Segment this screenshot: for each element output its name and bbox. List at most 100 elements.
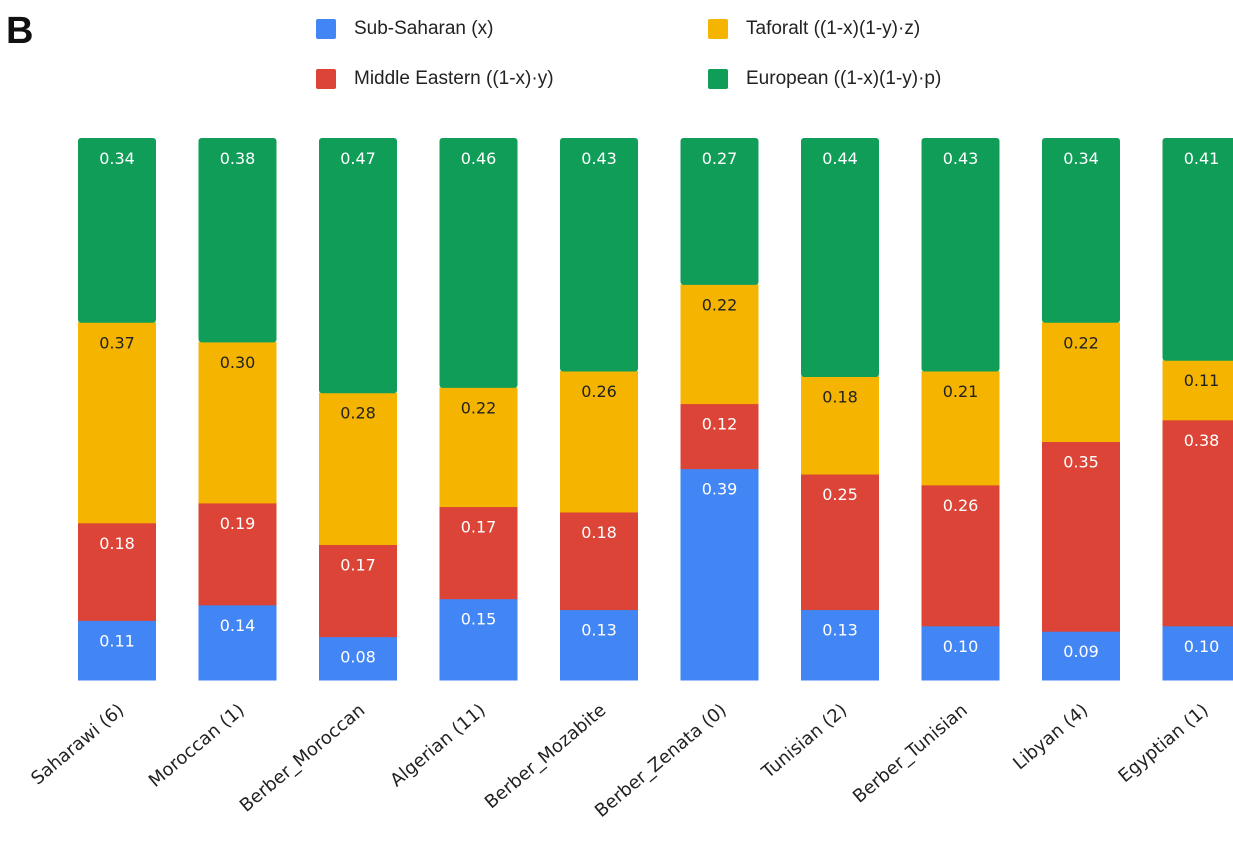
data-label-taforalt-1-x-1-y-z-berber-mozabite: 0.26 bbox=[581, 382, 617, 401]
bar-segment-european-1-x-1-y-p-tunisian-2 bbox=[801, 138, 879, 377]
bar-segment-middle-eastern-1-x-y-egyptian-1 bbox=[1162, 419, 1233, 627]
bar-segment-taforalt-1-x-1-y-z-moroccan-1 bbox=[198, 341, 277, 504]
data-label-taforalt-1-x-1-y-z-saharawi-6: 0.37 bbox=[99, 333, 135, 352]
bar-segment-european-1-x-1-y-p-berber-tunisian bbox=[921, 138, 1000, 372]
bar-segment-sub-saharan-x-moroccan-1 bbox=[198, 604, 277, 681]
data-label-middle-eastern-1-x-y-algerian-11: 0.17 bbox=[461, 518, 497, 537]
data-label-sub-saharan-x-moroccan-1: 0.14 bbox=[220, 616, 256, 635]
data-label-sub-saharan-x-berber-zenata-0: 0.39 bbox=[702, 480, 738, 499]
bar-segment-sub-saharan-x-egyptian-1 bbox=[1162, 625, 1233, 681]
data-label-taforalt-1-x-1-y-z-libyan-4: 0.22 bbox=[1063, 333, 1099, 352]
bar-segment-european-1-x-1-y-p-saharawi-6 bbox=[78, 138, 156, 323]
data-label-sub-saharan-x-tunisian-2: 0.13 bbox=[822, 621, 858, 640]
panel-label: B bbox=[6, 10, 34, 52]
bar-segment-taforalt-1-x-1-y-z-berber-zenata-0 bbox=[680, 284, 759, 405]
legend-swatch-middle-eastern bbox=[316, 69, 336, 89]
data-label-european-1-x-1-y-p-berber-tunisian: 0.43 bbox=[943, 149, 979, 168]
bar-segment-middle-eastern-1-x-y-libyan-4 bbox=[1042, 441, 1120, 632]
bar-segment-taforalt-1-x-1-y-z-libyan-4 bbox=[1042, 322, 1120, 443]
bar-segment-european-1-x-1-y-p-algerian-11 bbox=[439, 138, 518, 388]
bar-segment-european-1-x-1-y-p-berber-mozabite bbox=[560, 138, 638, 372]
x-tick-label-berber-zenata-0: Berber_Zenata (0) bbox=[591, 700, 731, 822]
data-label-sub-saharan-x-egyptian-1: 0.10 bbox=[1184, 637, 1220, 656]
bar-segment-sub-saharan-x-berber-zenata-0 bbox=[680, 468, 759, 681]
bar-segment-european-1-x-1-y-p-berber-zenata-0 bbox=[680, 138, 759, 285]
data-label-middle-eastern-1-x-y-egyptian-1: 0.38 bbox=[1184, 431, 1220, 450]
bar-segment-sub-saharan-x-berber-mozabite bbox=[560, 609, 638, 681]
x-tick-label-libyan-4: Libyan (4) bbox=[1009, 700, 1092, 774]
data-label-middle-eastern-1-x-y-berber-moroccan: 0.17 bbox=[340, 556, 376, 575]
x-tick-label-moroccan-1: Moroccan (1) bbox=[145, 700, 249, 792]
bar-segment-taforalt-1-x-1-y-z-algerian-11 bbox=[439, 387, 518, 508]
bar-segment-sub-saharan-x-berber-tunisian bbox=[921, 625, 1000, 681]
legend-item-european: European ((1-x)(1-y)·p) bbox=[708, 66, 941, 92]
data-label-sub-saharan-x-algerian-11: 0.15 bbox=[461, 610, 497, 629]
bar-stack-berber-tunisian: 0.10 0.26 0.21 0.43 bbox=[921, 138, 1000, 681]
x-tick-label-algerian-11: Algerian (11) bbox=[386, 700, 489, 792]
legend-swatch-taforalt bbox=[708, 19, 728, 39]
data-label-middle-eastern-1-x-y-moroccan-1: 0.19 bbox=[220, 514, 256, 533]
bar-segment-taforalt-1-x-1-y-z-egyptian-1 bbox=[1162, 360, 1233, 421]
bar-stack-berber-zenata-0: 0.39 0.12 0.22 0.27 bbox=[680, 138, 759, 681]
bar-segment-sub-saharan-x-algerian-11 bbox=[439, 598, 518, 681]
data-label-sub-saharan-x-saharawi-6: 0.11 bbox=[99, 631, 135, 650]
bar-segment-sub-saharan-x-saharawi-6 bbox=[78, 620, 156, 681]
data-label-european-1-x-1-y-p-saharawi-6: 0.34 bbox=[99, 149, 135, 168]
data-label-taforalt-1-x-1-y-z-berber-tunisian: 0.21 bbox=[943, 382, 979, 401]
bar-segment-sub-saharan-x-libyan-4 bbox=[1042, 631, 1120, 681]
data-label-middle-eastern-1-x-y-saharawi-6: 0.18 bbox=[99, 534, 135, 553]
data-label-sub-saharan-x-berber-tunisian: 0.10 bbox=[943, 637, 979, 656]
bar-stack-saharawi-6: 0.11 0.18 0.37 0.34 bbox=[78, 138, 156, 681]
bar-stack-berber-moroccan: 0.08 0.17 0.28 0.47 bbox=[319, 138, 397, 681]
data-label-european-1-x-1-y-p-berber-moroccan: 0.47 bbox=[340, 149, 376, 168]
bar-segment-european-1-x-1-y-p-libyan-4 bbox=[1042, 138, 1120, 323]
data-label-middle-eastern-1-x-y-berber-zenata-0: 0.12 bbox=[702, 415, 738, 434]
data-label-middle-eastern-1-x-y-libyan-4: 0.35 bbox=[1063, 453, 1099, 472]
bar-segment-taforalt-1-x-1-y-z-berber-mozabite bbox=[560, 371, 638, 513]
bar-segment-taforalt-1-x-1-y-z-saharawi-6 bbox=[78, 322, 156, 524]
bar-stack-egyptian-1: 0.10 0.38 0.11 0.41 bbox=[1162, 138, 1233, 681]
bar-segment-middle-eastern-1-x-y-moroccan-1 bbox=[198, 502, 277, 606]
x-tick-label-berber-moroccan: Berber_Moroccan bbox=[236, 700, 369, 817]
legend-label-european: European ((1-x)(1-y)·p) bbox=[746, 68, 942, 89]
bar-segment-middle-eastern-1-x-y-tunisian-2 bbox=[801, 474, 879, 611]
data-label-european-1-x-1-y-p-tunisian-2: 0.44 bbox=[822, 149, 858, 168]
data-label-taforalt-1-x-1-y-z-algerian-11: 0.22 bbox=[461, 398, 497, 417]
data-label-european-1-x-1-y-p-moroccan-1: 0.38 bbox=[220, 149, 256, 168]
bar-stack-tunisian-2: 0.13 0.25 0.18 0.44 bbox=[801, 138, 879, 681]
bar-stack-libyan-4: 0.09 0.35 0.22 0.34 bbox=[1042, 138, 1120, 681]
bar-segment-taforalt-1-x-1-y-z-berber-tunisian bbox=[921, 371, 1000, 486]
bar-stack-algerian-11: 0.15 0.17 0.22 0.46 bbox=[439, 138, 518, 681]
bar-segment-middle-eastern-1-x-y-berber-zenata-0 bbox=[680, 403, 759, 470]
x-tick-label-saharawi-6: Saharawi (6) bbox=[27, 700, 128, 790]
bar-segment-taforalt-1-x-1-y-z-berber-moroccan bbox=[319, 392, 397, 545]
bar-segment-middle-eastern-1-x-y-saharawi-6 bbox=[78, 522, 156, 621]
bar-segment-european-1-x-1-y-p-berber-moroccan bbox=[319, 138, 397, 394]
bar-segment-sub-saharan-x-berber-moroccan bbox=[319, 636, 397, 681]
data-label-taforalt-1-x-1-y-z-berber-moroccan: 0.28 bbox=[340, 404, 376, 423]
bar-segment-european-1-x-1-y-p-egyptian-1 bbox=[1162, 138, 1233, 361]
data-label-european-1-x-1-y-p-libyan-4: 0.34 bbox=[1063, 149, 1099, 168]
data-label-taforalt-1-x-1-y-z-berber-zenata-0: 0.22 bbox=[702, 295, 738, 314]
data-label-taforalt-1-x-1-y-z-tunisian-2: 0.18 bbox=[822, 387, 858, 406]
data-label-european-1-x-1-y-p-berber-mozabite: 0.43 bbox=[581, 149, 617, 168]
data-label-sub-saharan-x-berber-mozabite: 0.13 bbox=[581, 621, 617, 640]
legend-item-taforalt: Taforalt ((1-x)(1-y)·z) bbox=[708, 16, 920, 42]
legend-swatch-european bbox=[708, 69, 728, 89]
data-label-european-1-x-1-y-p-egyptian-1: 0.41 bbox=[1184, 149, 1220, 168]
data-label-middle-eastern-1-x-y-tunisian-2: 0.25 bbox=[822, 485, 858, 504]
data-label-european-1-x-1-y-p-algerian-11: 0.46 bbox=[461, 149, 497, 168]
bar-segment-middle-eastern-1-x-y-berber-tunisian bbox=[921, 484, 1000, 627]
x-tick-label-berber-mozabite: Berber_Mozabite bbox=[481, 700, 610, 813]
x-tick-label-egyptian-1: Egyptian (1) bbox=[1114, 700, 1212, 787]
bar-stack-berber-mozabite: 0.13 0.18 0.26 0.43 bbox=[560, 138, 638, 681]
x-tick-label-berber-tunisian: Berber_Tunisian bbox=[849, 700, 972, 808]
legend-label-middle-eastern: Middle Eastern ((1-x)·y) bbox=[354, 68, 554, 89]
bar-segment-middle-eastern-1-x-y-berber-mozabite bbox=[560, 511, 638, 611]
legend-item-middle-eastern: Middle Eastern ((1-x)·y) bbox=[316, 66, 554, 92]
bar-segment-european-1-x-1-y-p-moroccan-1 bbox=[198, 138, 277, 343]
x-tick-label-tunisian-2: Tunisian (2) bbox=[757, 700, 851, 784]
data-label-european-1-x-1-y-p-berber-zenata-0: 0.27 bbox=[702, 149, 738, 168]
bar-segment-sub-saharan-x-tunisian-2 bbox=[801, 609, 879, 681]
